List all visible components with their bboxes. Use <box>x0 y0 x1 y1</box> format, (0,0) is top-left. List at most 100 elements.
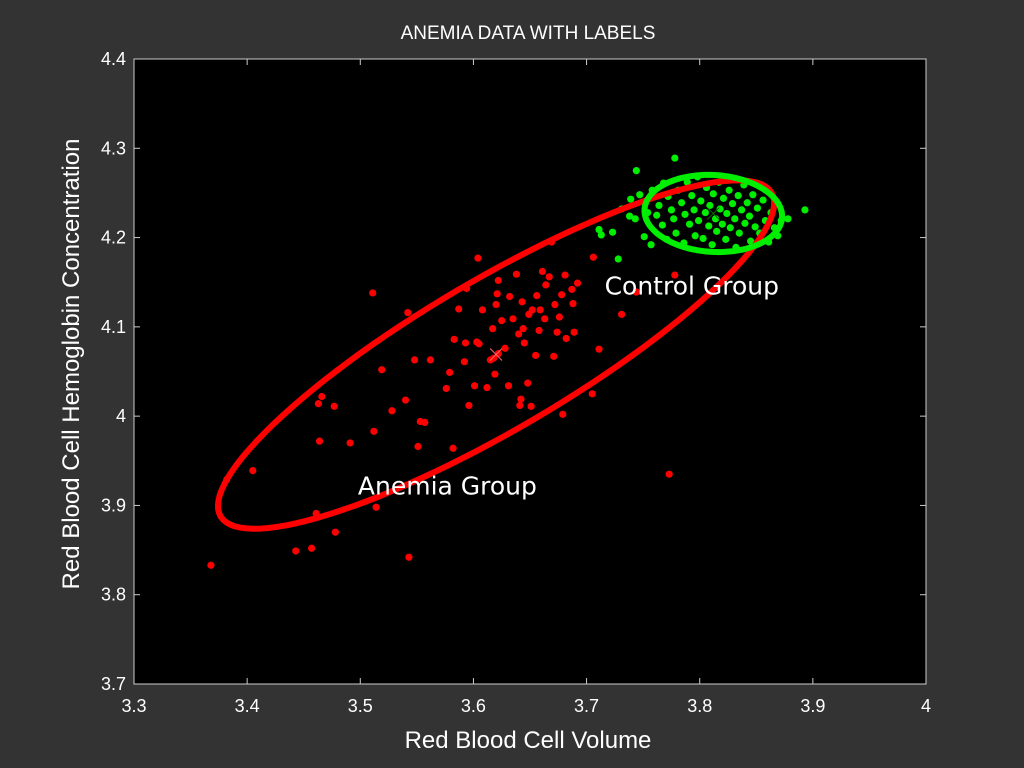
control-group-center-mark <box>706 207 720 220</box>
anemia-group-point <box>421 418 429 426</box>
x-tick-label: 3.7 <box>574 696 599 716</box>
control-group-point <box>706 201 714 210</box>
anemia-group-point <box>493 290 501 298</box>
anemia-group-point <box>460 358 468 366</box>
anemia-group-point <box>595 345 603 353</box>
anemia-group-point <box>570 328 578 336</box>
plot-area <box>133 58 927 685</box>
control-group-point <box>722 235 730 243</box>
anemia-group-point <box>618 310 626 318</box>
control-group-label: Control Group <box>605 272 779 301</box>
control-group-point <box>749 191 757 199</box>
control-group-point <box>608 228 617 236</box>
anemia-group-point <box>504 382 513 390</box>
control-group-point <box>731 215 739 223</box>
x-tick-label: 3.3 <box>121 696 146 716</box>
x-tick-label: 3.4 <box>235 696 260 716</box>
anemia-group-point <box>524 379 532 387</box>
control-group-point <box>699 234 707 243</box>
control-group-point <box>701 208 709 217</box>
group-ellipses <box>214 171 786 532</box>
control-group-point <box>647 241 655 249</box>
anemia-group-point <box>465 401 473 410</box>
control-group-point <box>688 192 696 200</box>
control-group-point <box>655 201 663 210</box>
anemia-group-point <box>518 298 526 306</box>
control-group-point <box>597 231 605 239</box>
anemia-group-point <box>446 368 454 376</box>
anemia-group-point <box>405 553 413 561</box>
control-group-point <box>735 229 743 237</box>
anemia-group-point <box>470 382 479 390</box>
anemia-group-point <box>535 326 543 335</box>
anemia-group-point <box>515 330 523 338</box>
control-group-point <box>728 200 737 208</box>
control-group-point <box>670 215 678 223</box>
y-tick-label: 4.1 <box>101 317 126 337</box>
anemia-group-point <box>532 351 540 360</box>
control-group-point <box>705 222 713 230</box>
group-annotations: Anemia Group Control Group <box>358 272 779 501</box>
anemia-group-label: Anemia Group <box>358 472 537 501</box>
control-group-point <box>653 211 661 219</box>
control-group-point <box>784 215 792 223</box>
control-group-point <box>691 232 699 240</box>
control-group-point <box>745 212 754 220</box>
control-group-point <box>716 205 724 213</box>
y-tick-label: 4 <box>116 406 126 426</box>
control-group-point <box>801 206 809 214</box>
control-group-point <box>640 233 648 241</box>
anemia-group-point <box>410 356 419 364</box>
anemia-group-point <box>632 288 640 296</box>
anemia-group-point <box>474 254 482 262</box>
control-group-point <box>751 223 759 231</box>
control-group-point <box>719 194 728 202</box>
anemia-group-point <box>562 334 570 343</box>
chart-title: ANEMIA DATA WITH LABELS <box>401 23 656 44</box>
control-group-point <box>753 204 762 212</box>
anemia-group-point <box>519 325 527 333</box>
anemia-group-point <box>426 356 435 364</box>
x-tick-label: 3.5 <box>348 696 373 716</box>
control-group-point <box>747 237 755 245</box>
anemia-group-point <box>533 292 541 300</box>
anemia-group-point <box>249 467 257 475</box>
anemia-group-point <box>292 547 300 555</box>
control-group-point <box>723 209 731 218</box>
control-group-point <box>614 255 622 263</box>
anemia-group-point <box>516 401 524 410</box>
anemia-group-point <box>478 306 487 314</box>
x-tick-label: 3.8 <box>687 696 712 716</box>
control-group-point <box>697 197 705 205</box>
control-group-point <box>658 221 666 229</box>
control-group-point <box>690 206 698 214</box>
control-group-point <box>709 190 717 198</box>
anemia-group-point <box>331 528 339 536</box>
control-group-point <box>725 186 733 194</box>
anemia-group-point <box>589 253 597 261</box>
y-tick-label: 3.7 <box>101 674 126 694</box>
anemia-group-point <box>550 352 558 360</box>
control-group-point <box>636 191 644 199</box>
anemia-group-point <box>542 281 550 289</box>
anemia-group-point <box>450 335 458 343</box>
anemia-group-point <box>520 339 528 347</box>
anemia-group-point <box>517 395 525 403</box>
anemia-group-point <box>461 339 470 347</box>
axis-ticks <box>133 58 927 685</box>
control-group-point <box>743 199 751 207</box>
anemia-group-point <box>536 306 544 314</box>
x-axis-label: Red Blood Cell Volume <box>405 727 652 754</box>
anemia-group-point <box>369 289 377 297</box>
x-tick-label: 4 <box>921 696 931 716</box>
anemia-group-point <box>545 273 553 281</box>
control-group-point <box>683 178 691 186</box>
anemia-group-point <box>388 407 396 415</box>
y-tick-label: 4.2 <box>101 228 126 248</box>
anemia-group-point <box>528 306 536 314</box>
anemia-group-point <box>553 328 561 336</box>
anemia-group-point <box>490 354 498 362</box>
anemia-group-point <box>346 439 354 447</box>
y-tick-label: 4.4 <box>101 49 126 69</box>
